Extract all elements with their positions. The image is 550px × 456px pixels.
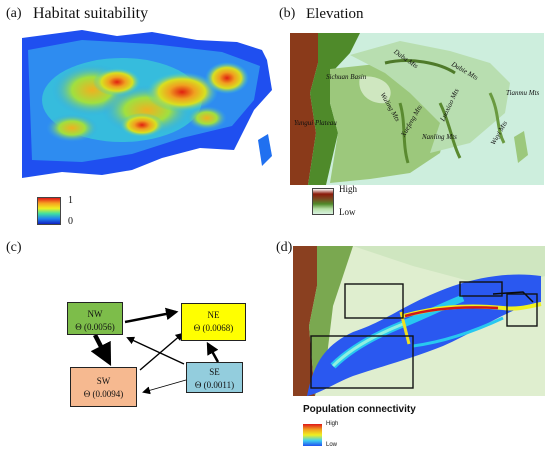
suitability-color-ramp <box>37 197 61 225</box>
node-nw-name: NW <box>87 309 103 319</box>
node-ne-theta: Θ (0.0068) <box>193 323 234 333</box>
connectivity-legend-low: Low <box>326 442 338 448</box>
place-label: Tianmu Mts <box>506 89 540 97</box>
node-se: SE Θ (0.0011) <box>186 362 243 393</box>
node-se-name: SE <box>209 367 220 377</box>
panel-d-label: (d) <box>276 240 293 255</box>
arrow-se-to-nw <box>126 336 185 365</box>
node-sw: SW Θ (0.0094) <box>70 367 137 407</box>
arrow-se-to-sw <box>142 379 187 395</box>
arrow-sw-to-ne <box>139 332 184 371</box>
suitability-legend-max: 1 <box>68 195 73 206</box>
place-label: Nanling Mts <box>422 133 457 141</box>
node-sw-name: SW <box>96 376 111 386</box>
suitability-legend-min: 0 <box>68 216 73 227</box>
connectivity-legend-title: Population connectivity <box>303 404 416 415</box>
elevation-legend-high: High <box>339 184 357 194</box>
arrow-nw-to-ne <box>124 307 179 324</box>
panel-a-title: Habitat suitability <box>33 5 149 22</box>
elevation-map: Sichuan Basin Daba Mts Dabie Mts Wuling … <box>290 33 544 185</box>
panel-b-label: (b) <box>279 6 296 21</box>
elevation-color-ramp <box>312 188 334 215</box>
node-se-theta: Θ (0.0011) <box>194 380 235 390</box>
panel-a-label: (a) <box>6 6 22 21</box>
arrow-nw-to-sw <box>90 333 112 366</box>
node-ne-name: NE <box>207 310 220 320</box>
panel-b-title: Elevation <box>306 6 364 22</box>
place-label: Yungui Plateau <box>294 119 337 127</box>
node-ne: NE Θ (0.0068) <box>181 303 246 341</box>
connectivity-legend-high: High <box>326 421 339 427</box>
node-nw-theta: Θ (0.0056) <box>75 322 115 332</box>
place-label: Sichuan Basin <box>326 73 367 81</box>
arrow-se-to-ne <box>206 341 220 363</box>
habitat-suitability-map <box>22 30 274 180</box>
connectivity-color-ramp <box>303 424 322 446</box>
node-sw-theta: Θ (0.0094) <box>83 389 124 399</box>
elevation-legend-low: Low <box>339 207 356 217</box>
population-connectivity-map <box>293 246 545 396</box>
panel-c-label: (c) <box>6 240 22 255</box>
node-nw: NW Θ (0.0056) <box>67 302 123 335</box>
